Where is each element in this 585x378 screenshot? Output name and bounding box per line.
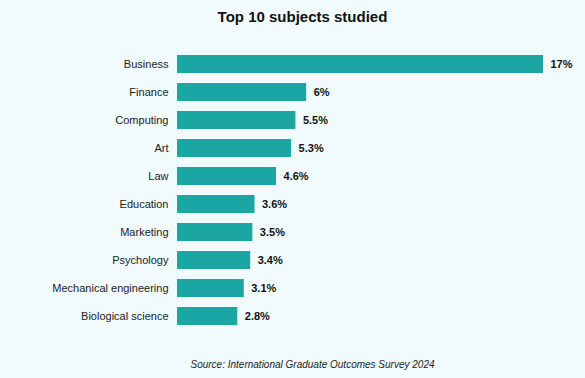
svg-text:6%: 6% [314,86,330,98]
svg-text:Finance: Finance [129,86,168,98]
svg-text:Business: Business [124,58,169,70]
svg-text:3.1%: 3.1% [251,282,276,294]
svg-text:5.5%: 5.5% [303,114,328,126]
html-text:Source: International Graduate: Source: International Graduate Outcomes … [190,359,435,370]
html-text:Top 10 subjects studied: Top 10 subjects studied [217,8,388,25]
svg-text:5.3%: 5.3% [299,142,324,154]
svg-text:Art: Art [154,142,168,154]
svg-text:3.5%: 3.5% [260,226,285,238]
svg-text:17%: 17% [551,58,573,70]
svg-text:4.6%: 4.6% [284,170,309,182]
svg-text:Marketing: Marketing [120,226,168,238]
svg-text:Computing: Computing [115,114,168,126]
svg-text:Biological science: Biological science [81,310,168,322]
svg-text:Mechanical engineering: Mechanical engineering [52,282,168,294]
svg-text:Education: Education [120,198,169,210]
svg-text:Law: Law [148,170,168,182]
svg-text:3.4%: 3.4% [258,254,283,266]
svg-text:2.8%: 2.8% [245,310,270,322]
svg-text:Psychology: Psychology [112,254,169,266]
svg-text:3.6%: 3.6% [262,198,287,210]
